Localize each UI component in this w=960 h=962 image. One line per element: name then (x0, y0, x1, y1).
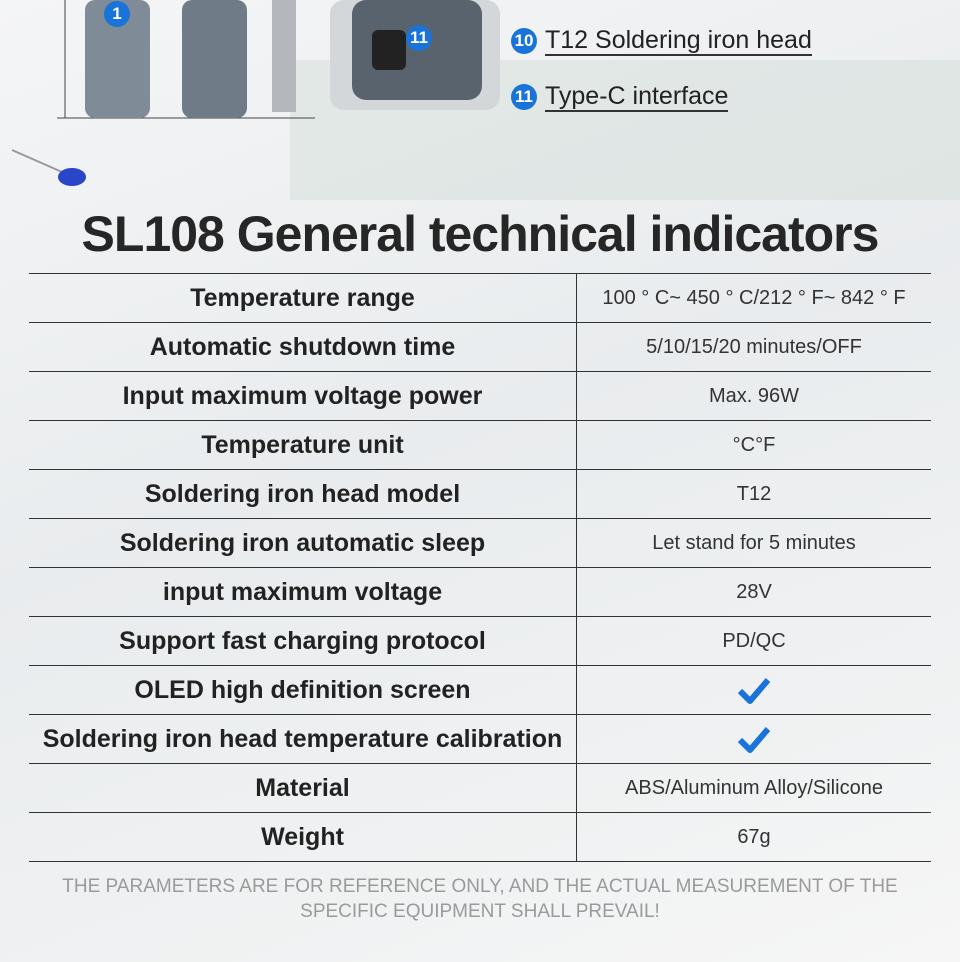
table-row: Input maximum voltage power Max. 96W (29, 372, 931, 421)
table-row: Support fast charging protocol PD/QC (29, 617, 931, 666)
row-value: 28V (736, 580, 772, 603)
row-value: °C°F (732, 433, 776, 456)
callout: 10 T12 Soldering iron head (511, 26, 812, 56)
table-row: Temperature unit °C°F (29, 421, 931, 470)
product-images (11, 0, 960, 200)
footer-note: THE PARAMETERS ARE FOR REFERENCE ONLY, A… (62, 876, 898, 922)
table-row: Temperature range 100 ° C~ 450 ° C/212 ° … (29, 274, 931, 323)
row-label: OLED high definition screen (29, 666, 577, 714)
row-value: T12 (736, 482, 772, 505)
callout: 11 Type-C interface (511, 82, 729, 112)
row-label: Temperature unit (29, 421, 577, 469)
row-value: Let stand for 5 minutes (652, 531, 856, 554)
row-label: Soldering iron automatic sleep (29, 519, 577, 567)
table-row: Soldering iron head model T12 (29, 470, 931, 519)
row-value: 100 ° C~ 450 ° C/212 ° F~ 842 ° F (602, 286, 906, 309)
check-icon (737, 678, 771, 704)
table-row: Automatic shutdown time 5/10/15/20 minute… (29, 323, 931, 372)
row-label: Input maximum voltage power (29, 372, 577, 420)
row-value (577, 715, 931, 763)
table-row: Material ABS/Aluminum Alloy/Silicone (29, 764, 931, 813)
table-row: input maximum voltage 28V (29, 568, 931, 617)
row-value: ABS/Aluminum Alloy/Silicone (625, 776, 883, 799)
table-row: OLED high definition screen (29, 666, 931, 715)
table-row: Soldering iron automatic sleep Let stand … (29, 519, 931, 568)
row-label: Support fast charging protocol (29, 617, 577, 665)
callout-number: 11 (511, 84, 537, 110)
badge: 1 (104, 1, 130, 27)
callout-text: Type-C interface (545, 82, 729, 112)
check-icon (737, 727, 771, 753)
row-value: PD/QC (722, 629, 786, 652)
row-label: Soldering iron head temperature calibrat… (29, 715, 577, 763)
table-row: Weight 67g (29, 813, 931, 862)
row-label: Material (29, 764, 577, 812)
row-label: Automatic shutdown time (29, 323, 577, 371)
row-label: Temperature range (29, 274, 577, 322)
callout-number: 10 (511, 28, 537, 54)
table-row: Soldering iron head temperature calibrat… (29, 715, 931, 764)
badge: 11 (406, 25, 432, 51)
title: SL108 General technical indicators (81, 206, 880, 262)
callout-text: T12 Soldering iron head (545, 26, 812, 56)
row-value (577, 666, 931, 714)
row-label: input maximum voltage (29, 568, 577, 616)
row-label: Soldering iron head model (29, 470, 577, 518)
row-label: Weight (29, 813, 577, 861)
spec-table: Temperature range 100 ° C~ 450 ° C/212 ° … (29, 273, 931, 862)
row-value: Max. 96W (708, 384, 800, 407)
row-value: 5/10/15/20 minutes/OFF (646, 335, 862, 358)
row-value: 67g (737, 825, 771, 848)
